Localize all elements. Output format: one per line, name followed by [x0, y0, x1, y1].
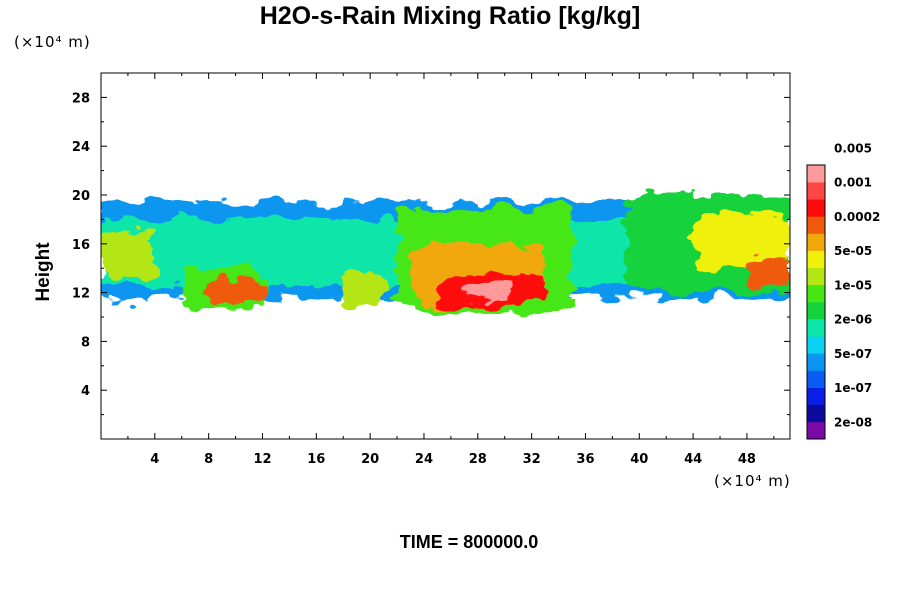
colorbar-swatch	[807, 165, 825, 183]
time-label: TIME = 800000.0	[399, 532, 539, 552]
y-tick-label: 16	[72, 238, 90, 253]
x-axis: 4 8 12 16 20 24 28 32 36 40 44 48	[127, 73, 775, 467]
x-tick-label: 16	[307, 452, 325, 467]
field-region	[208, 280, 263, 305]
y-tick-label: 24	[72, 140, 90, 155]
colorbar-label: 1e-05	[834, 278, 872, 292]
y-axis-unit: (×10⁴ m)	[14, 33, 91, 51]
field-region	[746, 256, 790, 287]
x-tick-label: 4	[150, 452, 159, 467]
y-tick-label: 4	[81, 384, 90, 399]
field-region	[101, 231, 155, 281]
colorbar-label: 2e-08	[834, 415, 872, 429]
colorbar-label: 0.005	[834, 141, 872, 155]
plot-field	[101, 195, 790, 311]
colorbar-swatch	[807, 387, 825, 406]
x-tick-label: 48	[738, 452, 756, 467]
y-tick-label: 8	[81, 335, 90, 350]
colorbar-swatch	[807, 353, 825, 371]
x-tick-label: 20	[361, 452, 379, 467]
x-tick-label: 32	[523, 452, 541, 467]
y-axis: 4 8 12 16 20 24 28	[72, 91, 790, 416]
colorbar-label: 1e-07	[834, 381, 872, 395]
x-tick-label: 24	[415, 452, 433, 467]
x-tick-label: 40	[630, 452, 648, 467]
colorbar-swatch	[807, 421, 825, 440]
colorbar-swatch	[807, 199, 825, 217]
y-tick-label: 12	[72, 287, 90, 302]
y-tick-label: 28	[72, 91, 90, 106]
chart-title: H2O-s-Rain Mixing Ratio [kg/kg]	[259, 2, 641, 30]
colorbar-swatch	[807, 319, 825, 337]
y-tick-label: 20	[72, 189, 90, 204]
x-tick-label: 8	[204, 452, 213, 467]
colorbar-swatch	[807, 302, 825, 320]
field-region	[464, 282, 519, 299]
x-tick-label: 28	[469, 452, 487, 467]
colorbar-swatch	[807, 370, 825, 388]
field-region	[343, 268, 384, 311]
colorbar-swatch	[807, 267, 825, 286]
colorbar: 2e-08 1e-07 5e-07 2e-06 1e-05 5e-05 0.0002 0.00…	[806, 141, 880, 440]
x-axis-unit: (×10⁴ m)	[714, 472, 791, 490]
field-region	[693, 213, 790, 269]
plot-frame	[100, 72, 791, 440]
colorbar-swatch	[807, 284, 825, 303]
x-tick-label: 36	[576, 452, 594, 467]
colorbar-swatch	[807, 182, 825, 200]
colorbar-label: 0.0002	[834, 210, 880, 224]
colorbar-swatch	[807, 404, 825, 423]
colorbar-label: 5e-05	[834, 244, 872, 258]
x-tick-label: 12	[253, 452, 271, 467]
colorbar-swatch	[807, 250, 825, 269]
colorbar-label: 5e-07	[834, 347, 872, 361]
colorbar-swatch	[807, 216, 825, 234]
colorbar-frame	[806, 164, 826, 440]
colorbar-swatch	[807, 336, 825, 354]
colorbar-swatch	[807, 233, 825, 251]
colorbar-label: 0.001	[834, 176, 872, 190]
x-tick-label: 44	[684, 452, 702, 467]
colorbar-label: 2e-06	[834, 313, 872, 327]
